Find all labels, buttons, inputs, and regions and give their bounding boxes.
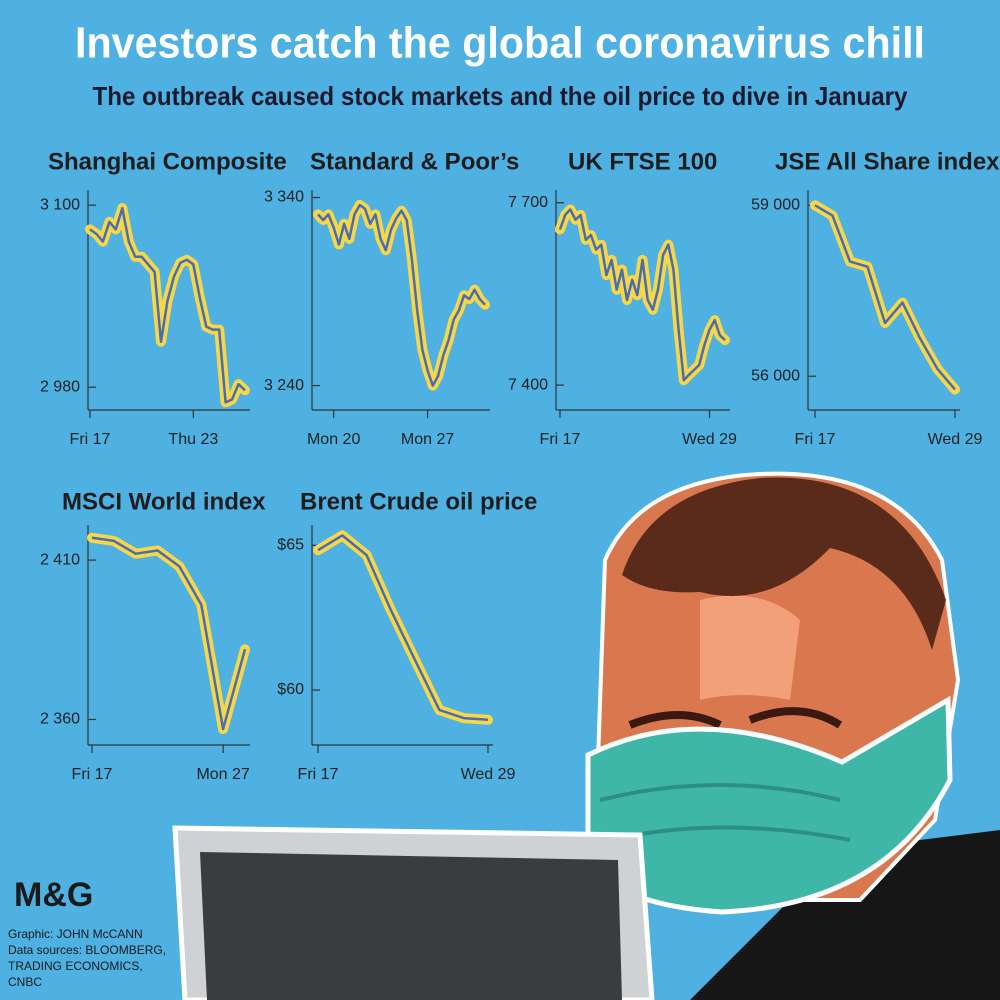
credit-line: Graphic: JOHN McCANN xyxy=(8,927,143,941)
credit-line: Data sources: BLOOMBERG, xyxy=(8,943,166,957)
y-tick-label: 7 400 xyxy=(508,376,548,393)
y-tick-label: 7 700 xyxy=(508,194,548,211)
x-tick-label: Fri 17 xyxy=(795,431,836,448)
x-tick-label: Fri 17 xyxy=(70,431,111,448)
illustration xyxy=(172,471,1000,1000)
hair xyxy=(622,477,946,650)
body xyxy=(690,830,1000,1000)
line xyxy=(814,204,956,391)
y-tick-label: 3 100 xyxy=(40,196,80,213)
chart: Shanghai Composite 3 100 2 980 Fri 17 Thu 23 xyxy=(40,148,287,448)
x-tick-label: Fri 17 xyxy=(72,766,113,783)
chart: MSCI World index 2 410 2 360 Fri 17 Mon 27 xyxy=(40,488,266,783)
y-tick-label: 2 360 xyxy=(40,711,80,728)
y-tick-label: 3 340 xyxy=(264,189,304,206)
x-tick-label: Wed 29 xyxy=(682,431,737,448)
x-tick-label: Fri 17 xyxy=(540,431,581,448)
chart-title: MSCI World index xyxy=(62,488,266,515)
y-tick-label: $60 xyxy=(277,681,304,698)
y-tick-label: 2 980 xyxy=(40,378,80,395)
logo: M&G xyxy=(14,876,93,914)
chart: UK FTSE 100 7 700 7 400 Fri 17 Wed 29 xyxy=(508,148,737,448)
chart: JSE All Share index 59 000 56 000 Fri 17 Wed… xyxy=(751,148,1000,448)
chart-title: Shanghai Composite xyxy=(48,148,287,175)
y-tick-label: 59 000 xyxy=(751,197,800,214)
subtitle: The outbreak caused stock markets and th… xyxy=(93,81,908,111)
chart-title: Standard & Poor’s xyxy=(310,148,519,175)
x-tick-label: Mon 20 xyxy=(307,431,360,448)
y-tick-label: 56 000 xyxy=(751,367,800,384)
y-tick-label: 3 240 xyxy=(264,377,304,394)
line xyxy=(558,208,726,382)
mask xyxy=(585,695,953,915)
credits: M&G Graphic: JOHN McCANN Data sources: B… xyxy=(8,876,166,989)
x-tick-label: Fri 17 xyxy=(298,766,339,783)
highlight xyxy=(700,595,800,700)
x-tick-label: Mon 27 xyxy=(401,431,454,448)
credit-line: CNBC xyxy=(8,975,42,989)
x-tick-label: Wed 29 xyxy=(461,766,516,783)
chart: Brent Crude oil price $65 $60 Fri 17 Wed 29 xyxy=(277,488,537,783)
title: Investors catch the global coronavirus c… xyxy=(75,19,925,68)
eyes xyxy=(628,707,843,729)
chart-title: UK FTSE 100 xyxy=(568,148,717,175)
chart-title: JSE All Share index xyxy=(775,148,1000,175)
line xyxy=(317,534,489,722)
line xyxy=(317,203,486,387)
line xyxy=(89,206,246,404)
chart-title: Brent Crude oil price xyxy=(300,488,537,515)
x-tick-label: Wed 29 xyxy=(928,431,983,448)
y-tick-label: $65 xyxy=(277,536,304,553)
x-tick-label: Thu 23 xyxy=(168,431,218,448)
x-tick-label: Mon 27 xyxy=(196,766,249,783)
line xyxy=(91,536,247,731)
y-tick-label: 2 410 xyxy=(40,551,80,568)
credit-line: TRADING ECONOMICS, xyxy=(8,959,143,973)
monitor-screen xyxy=(200,852,622,1000)
chart: Standard & Poor’s 3 340 3 240 Mon 20 Mon 27 xyxy=(264,148,519,448)
